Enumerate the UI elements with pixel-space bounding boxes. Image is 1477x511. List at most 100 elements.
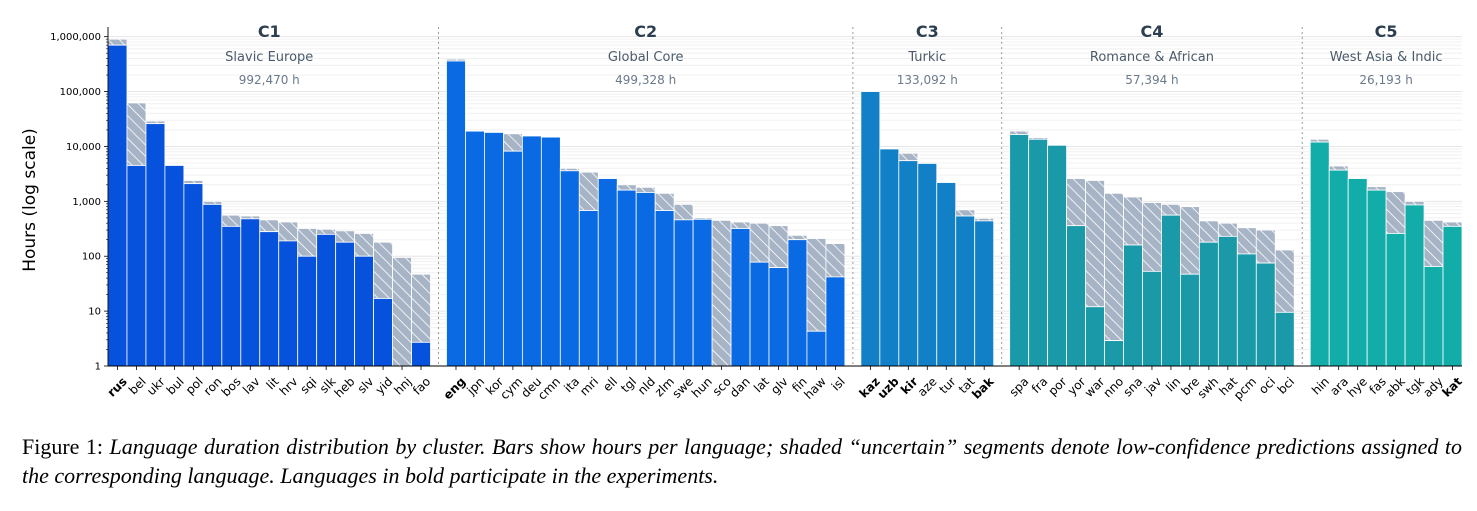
bar-confident-nld bbox=[635, 192, 656, 367]
bar-confident-bak bbox=[974, 220, 995, 367]
bar-uncertain-ara bbox=[1328, 165, 1349, 171]
x-tick-label-ell: ell bbox=[600, 374, 620, 394]
bar-confident-por bbox=[1047, 144, 1067, 367]
x-tick-label-haw: haw bbox=[801, 374, 829, 402]
bar-uncertain-kir bbox=[898, 152, 919, 162]
cluster-id-C4: C4 bbox=[1141, 22, 1164, 41]
bar-confident-ukr bbox=[145, 123, 166, 367]
bar-confident-fra bbox=[1028, 138, 1049, 367]
x-tick-label-mri: mri bbox=[577, 374, 601, 398]
axis-layer bbox=[104, 27, 1462, 370]
bar-confident-jpn bbox=[465, 130, 485, 367]
bar-confident-war bbox=[1085, 306, 1105, 367]
bar-uncertain-war bbox=[1085, 180, 1105, 308]
x-tick-label-isl: isl bbox=[829, 374, 848, 393]
bar-confident-kaz bbox=[860, 91, 881, 367]
bar-uncertain-rus bbox=[107, 38, 128, 46]
bar-confident-heb bbox=[335, 241, 356, 367]
bar-confident-haw bbox=[806, 330, 827, 367]
bar-uncertain-tgl bbox=[616, 184, 637, 191]
cluster-id-C5: C5 bbox=[1375, 22, 1398, 41]
bar-confident-tgk bbox=[1404, 204, 1425, 367]
bar-confident-slk bbox=[316, 233, 337, 367]
bar-confident-bul bbox=[164, 165, 185, 367]
bar-uncertain-hrv bbox=[278, 221, 299, 242]
bar-uncertain-swe bbox=[673, 203, 694, 221]
bar-uncertain-lat bbox=[749, 222, 770, 263]
x-tick-label-lav: lav bbox=[240, 374, 262, 396]
bar-confident-lat bbox=[749, 261, 770, 367]
bar-confident-rus bbox=[107, 44, 128, 367]
bar-uncertain-sco bbox=[711, 219, 732, 367]
x-tick-label-heb: heb bbox=[332, 374, 358, 400]
bar-uncertain-pol bbox=[183, 180, 204, 185]
bar-uncertain-zlm bbox=[654, 192, 675, 211]
bar-uncertain-fin bbox=[787, 234, 808, 241]
bar-confident-jav bbox=[1142, 270, 1162, 367]
y-tick-label: 1,000,000 bbox=[50, 32, 101, 43]
cluster-id-C2: C2 bbox=[634, 22, 657, 41]
cluster-name-C4: Romance & African bbox=[1090, 50, 1214, 65]
x-tick-label-slv: slv bbox=[355, 374, 377, 396]
bar-uncertain-glv bbox=[768, 225, 789, 269]
bar-uncertain-sqi bbox=[297, 228, 318, 257]
bar-confident-ell bbox=[597, 178, 618, 367]
cluster-total-C1: 992,470 h bbox=[239, 73, 300, 87]
bar-confident-zlm bbox=[654, 210, 675, 367]
x-tick-label-cmn: cmn bbox=[535, 374, 563, 402]
bar-uncertain-oci bbox=[1255, 229, 1276, 264]
bar-confident-ron bbox=[202, 203, 223, 367]
bars-layer bbox=[107, 38, 1463, 367]
bar-confident-fas bbox=[1366, 189, 1387, 367]
bar-confident-sna bbox=[1123, 244, 1143, 367]
bar-uncertain-ady bbox=[1423, 219, 1444, 267]
bar-confident-fin bbox=[787, 239, 808, 367]
cluster-id-C1: C1 bbox=[258, 22, 281, 41]
y-axis-label: Hours (log scale) bbox=[20, 128, 40, 272]
bar-uncertain-bci bbox=[1274, 249, 1295, 313]
bar-confident-kir bbox=[898, 160, 919, 367]
bar-confident-lin bbox=[1161, 214, 1181, 367]
bar-uncertain-slv bbox=[354, 233, 374, 257]
bar-uncertain-hnj bbox=[392, 257, 412, 367]
bar-uncertain-sna bbox=[1123, 196, 1143, 246]
x-tick-label-pcm: pcm bbox=[1231, 374, 1259, 402]
bar-confident-dan bbox=[730, 228, 751, 367]
bar-confident-sqi bbox=[297, 255, 318, 367]
bar-confident-aze bbox=[917, 163, 938, 367]
bar-confident-hat bbox=[1217, 235, 1238, 367]
bar-uncertain-fao bbox=[411, 273, 431, 343]
bar-confident-glv bbox=[768, 267, 789, 367]
bar-confident-swh bbox=[1198, 241, 1219, 367]
bar-confident-spa bbox=[1009, 134, 1030, 367]
cluster-total-C3: 133,092 h bbox=[897, 73, 958, 87]
bar-uncertain-yid bbox=[373, 241, 393, 299]
y-tick-label: 10,000 bbox=[66, 142, 101, 153]
x-tick-label-jav: jav bbox=[1141, 374, 1164, 397]
x-tick-label-spa: spa bbox=[1007, 374, 1032, 399]
bar-uncertain-pcm bbox=[1236, 227, 1257, 255]
bar-uncertain-lit bbox=[259, 219, 280, 233]
x-tick-label-fao: fao bbox=[410, 374, 433, 397]
x-tick-label-kat: kat bbox=[1440, 374, 1466, 400]
bar-confident-hun bbox=[692, 218, 713, 367]
bar-confident-oci bbox=[1255, 262, 1276, 367]
bar-confident-uzb bbox=[879, 148, 900, 367]
y-tick-label: 1 bbox=[95, 362, 101, 373]
bar-confident-tur bbox=[936, 182, 957, 367]
bar-confident-ara bbox=[1328, 169, 1349, 367]
cluster-total-C4: 57,394 h bbox=[1125, 73, 1178, 87]
bar-uncertain-bel bbox=[126, 102, 147, 166]
bar-confident-lav bbox=[240, 218, 261, 367]
cluster-total-C5: 26,193 h bbox=[1359, 73, 1412, 87]
bar-uncertain-bre bbox=[1180, 206, 1200, 275]
bar-confident-isl bbox=[825, 276, 846, 367]
bar-confident-kat bbox=[1442, 225, 1463, 367]
bar-confident-lit bbox=[259, 231, 280, 367]
bar-uncertain-ron bbox=[202, 200, 223, 205]
bar-confident-hin bbox=[1309, 141, 1330, 367]
bar-confident-hrv bbox=[278, 240, 299, 367]
x-tick-label-bak: bak bbox=[969, 374, 997, 402]
bar-confident-bci bbox=[1274, 311, 1295, 367]
